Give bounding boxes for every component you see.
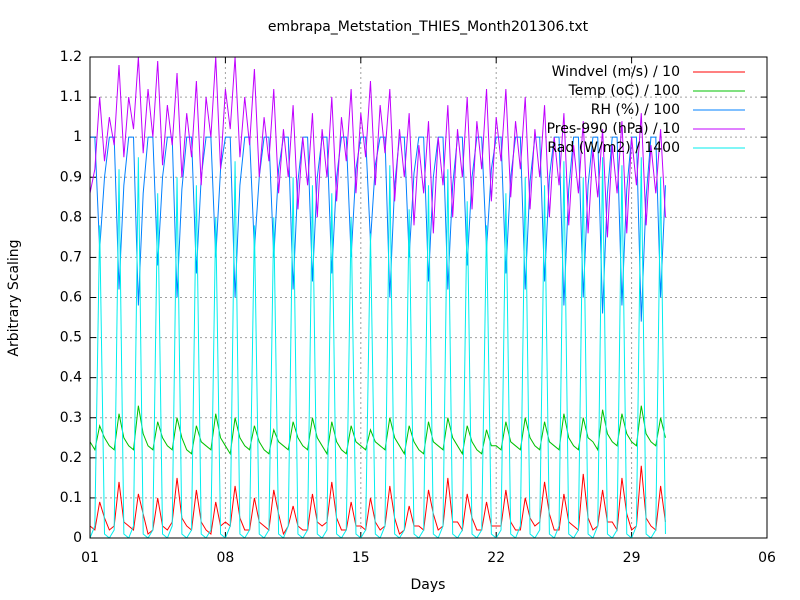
- data-line: [90, 465, 666, 536]
- chart-title: embrapa_Metstation_THIES_Month201306.txt: [268, 19, 589, 35]
- x-tick-label: 15: [352, 550, 370, 566]
- y-tick-label: 1.2: [60, 49, 82, 65]
- x-tick-label: 06: [758, 550, 776, 566]
- y-tick-label: 0.1: [60, 490, 82, 506]
- x-tick-label: 22: [487, 550, 505, 566]
- x-tick-label: 01: [81, 550, 99, 566]
- data-line: [90, 157, 666, 538]
- y-tick-label: 0.3: [60, 410, 82, 426]
- x-tick-label: 08: [216, 550, 234, 566]
- data-line: [90, 405, 666, 456]
- legend-label: RH (%) / 100: [591, 102, 680, 118]
- legend-label: Rad (W/m2) / 1400: [547, 140, 680, 156]
- y-axis-label: Arbitrary Scaling: [6, 239, 22, 356]
- plot-border: [89, 56, 768, 539]
- y-tick-label: 0.4: [60, 370, 82, 386]
- y-tick-label: 0.8: [60, 209, 82, 225]
- plot-area: [90, 57, 666, 538]
- y-tick-label: 0.7: [60, 249, 82, 265]
- legend-label: Temp (oC) / 100: [568, 83, 680, 99]
- y-tick-label: 0.6: [60, 290, 82, 306]
- y-tick-label: 1.1: [60, 89, 82, 105]
- y-tick-label: 0: [73, 530, 82, 546]
- legend-label: Pres-990 (hPa) / 10: [547, 121, 680, 137]
- y-tick-label: 0.5: [60, 330, 82, 346]
- data-line: [90, 57, 666, 238]
- x-tick-label: 29: [623, 550, 641, 566]
- y-tick-label: 0.9: [60, 169, 82, 185]
- legend-label: Windvel (m/s) / 10: [552, 64, 680, 80]
- y-tick-label: 1: [73, 129, 82, 145]
- y-tick-label: 0.2: [60, 450, 82, 466]
- x-axis-label: Days: [411, 577, 446, 593]
